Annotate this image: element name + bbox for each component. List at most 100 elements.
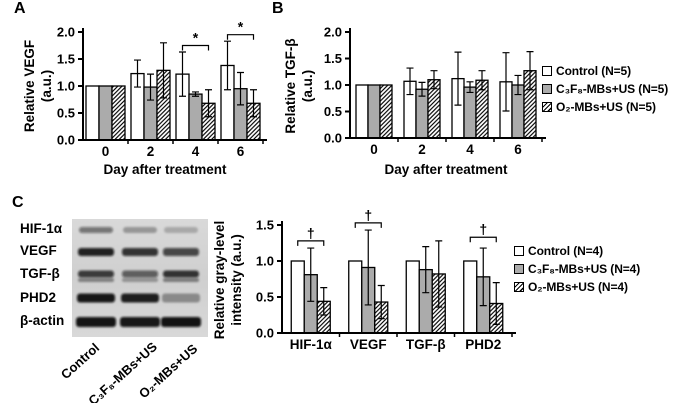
blot-band bbox=[122, 270, 158, 278]
hatch-bar-swatch-icon bbox=[542, 102, 552, 112]
blot-band bbox=[163, 248, 199, 256]
legend-item: C₃F₈-MBs+US (N=4) bbox=[514, 260, 640, 278]
x-category-label: 4 bbox=[192, 144, 200, 159]
error-bar bbox=[179, 51, 186, 97]
error-bar bbox=[160, 42, 167, 99]
y-tick-label: 0.0 bbox=[256, 326, 274, 341]
y-tick-label: 1.0 bbox=[324, 78, 342, 93]
error-bar bbox=[514, 74, 522, 96]
error-bar bbox=[479, 247, 487, 307]
x-category-label: 6 bbox=[237, 144, 245, 159]
blot-row-label: β-actin bbox=[20, 313, 65, 328]
error-bar bbox=[237, 71, 244, 106]
open-bar-swatch-icon bbox=[514, 246, 524, 256]
y-tick-label: 0.5 bbox=[324, 104, 342, 119]
error-bar bbox=[320, 287, 328, 316]
error-bar bbox=[526, 51, 534, 91]
blot-band bbox=[163, 270, 199, 278]
x-category-label: HIF-1α bbox=[290, 337, 333, 352]
legend-item: O₂-MBs+US (N=4) bbox=[514, 278, 640, 296]
x-category-label: 0 bbox=[102, 144, 110, 159]
error-bar bbox=[377, 284, 385, 320]
blot-band bbox=[162, 293, 200, 303]
bar-a-s1-c2 bbox=[188, 93, 203, 141]
error-bar bbox=[466, 81, 474, 94]
panel-b-chart: 0.0 0.5 1.0 1.5 2.0 0 2 4 6 bbox=[324, 25, 546, 157]
x-category-label: 2 bbox=[147, 144, 155, 159]
open-bar-swatch-icon bbox=[542, 66, 552, 76]
error-bar bbox=[134, 59, 141, 88]
significance-symbol: † bbox=[479, 221, 487, 237]
blot-band bbox=[122, 248, 158, 256]
y-tick-label: 2.0 bbox=[324, 25, 342, 40]
legend-item: C₃F₈-MBs+US (N=5) bbox=[542, 80, 668, 98]
legend-item-label: C₃F₈-MBs+US (N=4) bbox=[528, 262, 641, 276]
panel-b-x-axis-title: Day after treatment bbox=[384, 162, 508, 177]
blot-band bbox=[161, 317, 201, 327]
legend-item-label: Control (N=5) bbox=[556, 64, 632, 78]
panel-c-chart: 0.0 0.5 1.0 1.5 HIF-1α VEGF TGF-β PHD2 † † † bbox=[256, 207, 516, 352]
x-category-label: VEGF bbox=[350, 337, 387, 352]
blot-band bbox=[121, 293, 159, 303]
blot-band bbox=[78, 270, 114, 278]
bar-c-s0-c0 bbox=[290, 260, 305, 334]
legend-item-label: O₂-MBs+US (N=5) bbox=[556, 100, 656, 114]
bar-a-s1-c0 bbox=[98, 85, 113, 141]
x-category-label: 2 bbox=[418, 142, 426, 157]
x-category-label: 4 bbox=[466, 142, 474, 157]
bar-b-s0-c0 bbox=[355, 84, 369, 139]
significance-bracket bbox=[181, 44, 210, 51]
panel-a-label: A bbox=[14, 0, 26, 17]
blot-band bbox=[122, 278, 158, 282]
legend-item: Control (N=5) bbox=[542, 62, 668, 80]
blot-band bbox=[79, 227, 113, 233]
y-tick-label: 1.0 bbox=[57, 79, 75, 94]
bar-c-s0-c3 bbox=[463, 260, 478, 334]
blot-row-label: VEGF bbox=[20, 243, 57, 258]
significance-symbol: * bbox=[238, 19, 244, 35]
error-bar bbox=[418, 81, 426, 97]
error-bar bbox=[307, 247, 315, 302]
y-tick-label: 1.5 bbox=[57, 52, 75, 67]
x-category-label: 6 bbox=[514, 142, 522, 157]
hatch-bar-swatch-icon bbox=[514, 282, 524, 292]
panel-b-label: B bbox=[272, 0, 284, 17]
y-tick-label: 0.5 bbox=[57, 106, 75, 121]
error-bar bbox=[422, 246, 430, 294]
gray-bar-swatch-icon bbox=[542, 84, 552, 94]
y-tick-label: 0.0 bbox=[57, 133, 75, 148]
legend-item-label: Control (N=4) bbox=[528, 244, 604, 258]
error-bar bbox=[192, 91, 199, 97]
x-category-label: TGF-β bbox=[406, 337, 446, 352]
legend-c: Control (N=4) C₃F₈-MBs+US (N=4) O₂-MBs+U… bbox=[514, 242, 640, 296]
bar-c-s0-c1 bbox=[348, 260, 363, 334]
legend-item: Control (N=4) bbox=[514, 242, 640, 260]
error-bar bbox=[454, 51, 462, 106]
bar-a-s0-c0 bbox=[85, 85, 100, 141]
blot-image bbox=[72, 219, 208, 337]
blot-band bbox=[163, 278, 199, 282]
blot-band bbox=[164, 227, 198, 233]
bar-c-s0-c2 bbox=[405, 260, 420, 334]
y-tick-label: 0.0 bbox=[324, 131, 342, 146]
error-bar bbox=[502, 52, 510, 112]
panel-c-y-axis-title: Relative gray-level intensity (a.u.) bbox=[212, 220, 244, 340]
bar-b-s1-c0 bbox=[367, 84, 381, 139]
panel-a-chart: 0.0 0.5 1.0 1.5 2.0 0 2 4 6 * * bbox=[57, 19, 267, 159]
x-category-label: PHD2 bbox=[465, 337, 501, 352]
blot-band bbox=[120, 317, 160, 327]
blot-row-label: PHD2 bbox=[20, 290, 57, 305]
legend-item-label: O₂-MBs+US (N=4) bbox=[528, 280, 628, 294]
significance-symbol: † bbox=[364, 207, 372, 223]
error-bar bbox=[492, 282, 500, 325]
significance-bracket bbox=[469, 236, 497, 243]
bar-b-s2-c0 bbox=[379, 84, 393, 139]
x-category-label: 0 bbox=[370, 142, 378, 157]
significance-bracket bbox=[226, 34, 255, 40]
blot-band bbox=[78, 248, 114, 256]
y-tick-label: 1.5 bbox=[324, 51, 342, 66]
y-tick-label: 0.5 bbox=[256, 290, 274, 305]
significance-bracket bbox=[354, 222, 382, 228]
significance-symbol: * bbox=[193, 30, 199, 46]
legend-item: O₂-MBs+US (N=5) bbox=[542, 98, 668, 116]
